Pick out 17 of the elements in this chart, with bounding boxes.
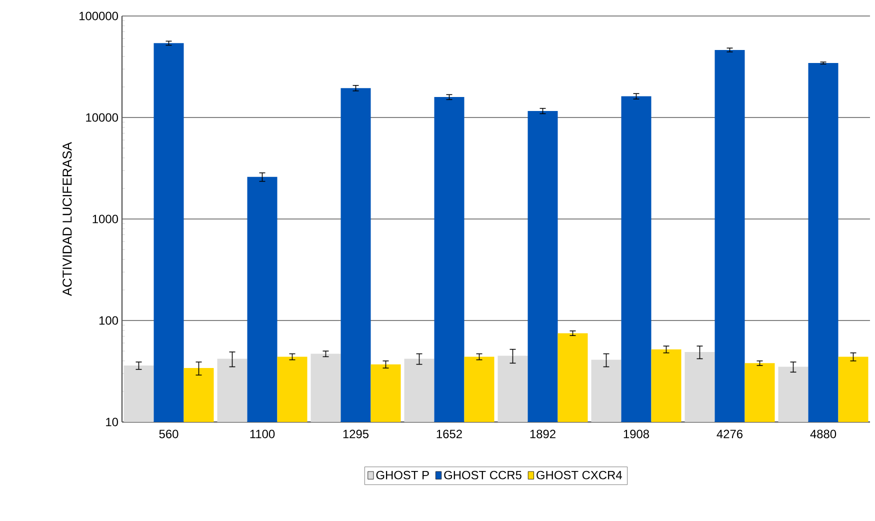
- y-tick-label: 10: [106, 418, 118, 426]
- y-tick-label: 100: [99, 316, 118, 325]
- x-tick-label: 4880: [810, 430, 836, 438]
- y-tick-label: 1000: [92, 214, 118, 224]
- x-tick-label: 1100: [250, 430, 275, 438]
- x-tick-label: 1652: [436, 430, 462, 438]
- legend-label: GHOST P: [376, 470, 429, 480]
- legend-label: GHOST CXCR4: [536, 470, 622, 480]
- y-tick-label: 100000: [79, 12, 118, 20]
- x-tick-label: 1295: [343, 430, 369, 438]
- legend-label: GHOST CCR5: [444, 470, 522, 480]
- x-tick-label: 1892: [530, 430, 556, 438]
- x-tick-label: 560: [159, 430, 178, 438]
- y-tick-label: 10000: [86, 113, 118, 122]
- y-axis-title: ACTIVIDAD LUCIFERASA: [62, 142, 72, 296]
- x-tick-label: 4276: [716, 430, 743, 438]
- x-tick-label: 1908: [624, 430, 650, 438]
